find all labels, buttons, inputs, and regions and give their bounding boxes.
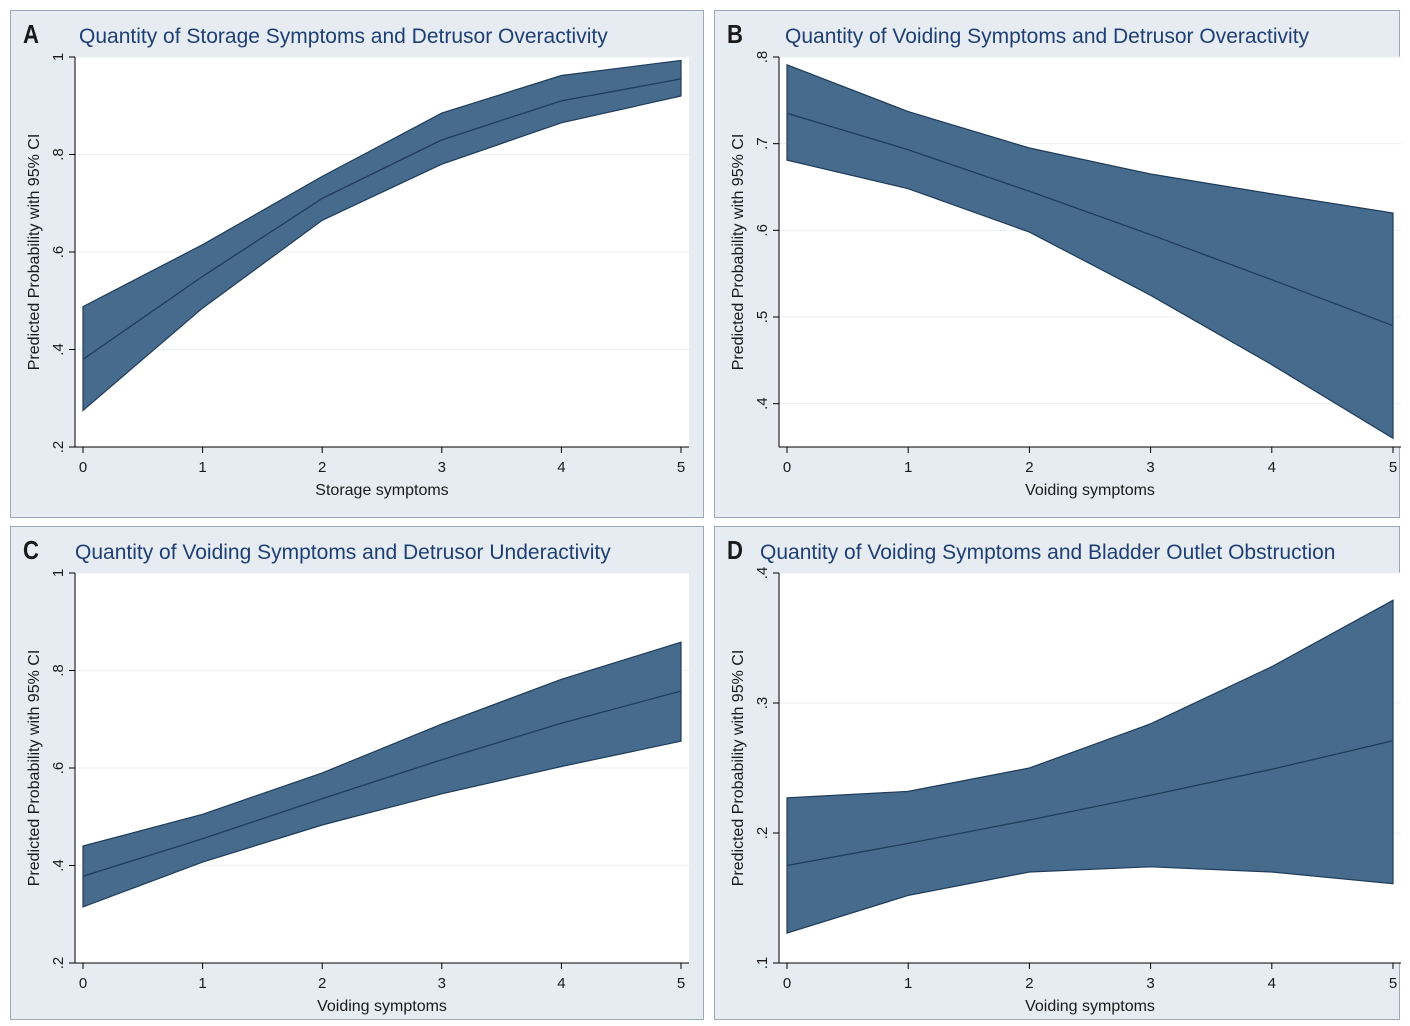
y-tick-label: .6 [50, 762, 67, 775]
estimate-line [82, 78, 682, 360]
x-tick-label: 1 [198, 459, 206, 476]
y-tick-label: .8 [50, 148, 67, 161]
chart-title: Quantity of Storage Symptoms and Detruso… [79, 25, 608, 48]
x-tick-label: 0 [783, 975, 791, 992]
x-tick-label: 5 [1389, 975, 1397, 992]
x-tick-label: 0 [783, 459, 791, 476]
x-tick-label: 4 [557, 459, 565, 476]
y-tick-label: .5 [754, 311, 771, 324]
estimate-line [82, 690, 682, 877]
x-tick-label: 2 [318, 975, 326, 992]
y-tick-label: .6 [50, 246, 67, 259]
x-tick-label: 3 [438, 459, 446, 476]
x-tick-label: 2 [1025, 459, 1033, 476]
x-tick-label: 4 [1268, 975, 1276, 992]
x-tick-label: 3 [1146, 975, 1154, 992]
x-axis-title: Storage symptoms [315, 482, 448, 499]
y-tick-label: .1 [754, 957, 771, 970]
x-tick-label: 2 [318, 459, 326, 476]
panel-letter: B [727, 19, 743, 49]
panel-d: D Quantity of Voiding Symptoms and Bladd… [714, 526, 1401, 1020]
y-axis-title: Predicted Probability with 95% CI [730, 650, 747, 887]
ci-band [786, 599, 1394, 934]
chart-b: .4 .5 .6 .7 .8 0 1 2 3 4 5 Voiding symptoms Predicte… [730, 51, 1401, 499]
ci-band [82, 641, 682, 908]
x-axis-title: Voiding symptoms [1025, 482, 1155, 499]
x-tick-label: 5 [677, 459, 685, 476]
estimate-line [786, 740, 1394, 867]
y-tick-label: 1 [50, 569, 67, 577]
chart-d: .1 .2 .3 .4 0 1 2 3 4 5 Voiding symptoms Predicted … [730, 567, 1401, 1015]
x-tick-label: 1 [904, 975, 912, 992]
x-tick-label: 1 [198, 975, 206, 992]
y-tick-label: .6 [754, 224, 771, 237]
y-axis-title: Predicted Probability with 95% CI [26, 134, 43, 371]
x-tick-label: 2 [1025, 975, 1033, 992]
x-tick-label: 1 [904, 459, 912, 476]
y-tick-label: .2 [50, 441, 67, 454]
x-tick-label: 3 [1146, 459, 1154, 476]
panel-letter: C [23, 535, 39, 565]
x-tick-label: 0 [79, 975, 87, 992]
panel-c: C Quantity of Voiding Symptoms and Detru… [10, 526, 704, 1020]
y-tick-label: .2 [754, 827, 771, 840]
y-tick-label: 1 [50, 53, 67, 61]
x-tick-label: 0 [79, 459, 87, 476]
chart-c: .2 .4 .6 .8 1 0 1 2 3 4 5 Voiding symptoms Predicted… [26, 569, 689, 1015]
panel-letter: A [23, 19, 39, 49]
x-tick-label: 4 [557, 975, 565, 992]
y-axis-title: Predicted Probability with 95% CI [730, 134, 747, 371]
ci-band [82, 59, 682, 412]
y-tick-label: .2 [50, 957, 67, 970]
estimate-line [786, 112, 1394, 327]
y-tick-label: .3 [754, 697, 771, 710]
y-tick-label: .7 [754, 137, 771, 150]
chart-title: Quantity of Voiding Symptoms and Bladder… [760, 541, 1336, 564]
chart-a: .2 .4 .6 .8 1 0 1 2 3 4 5 Storage symptoms Predicted… [26, 53, 689, 499]
panel-b: B Quantity of Voiding Symptoms and Detru… [714, 10, 1401, 518]
x-tick-label: 4 [1268, 459, 1276, 476]
y-tick-label: .4 [50, 859, 67, 872]
y-tick-label: .8 [754, 51, 771, 64]
y-tick-label: .8 [50, 664, 67, 677]
chart-title: Quantity of Voiding Symptoms and Detruso… [75, 541, 611, 564]
x-tick-label: 5 [677, 975, 685, 992]
y-tick-label: .4 [754, 567, 771, 580]
x-axis-title: Voiding symptoms [317, 998, 447, 1015]
x-axis-title: Voiding symptoms [1025, 998, 1155, 1015]
y-tick-label: .4 [754, 397, 771, 410]
y-tick-label: .4 [50, 343, 67, 356]
x-tick-label: 5 [1389, 459, 1397, 476]
ci-band [786, 63, 1394, 440]
x-tick-label: 3 [438, 975, 446, 992]
chart-title: Quantity of Voiding Symptoms and Detruso… [785, 25, 1310, 48]
panel-a: A Quantity of Storage Symptoms and Detru… [10, 10, 704, 518]
panel-letter: D [727, 535, 743, 565]
y-axis-title: Predicted Probability with 95% CI [26, 650, 43, 887]
